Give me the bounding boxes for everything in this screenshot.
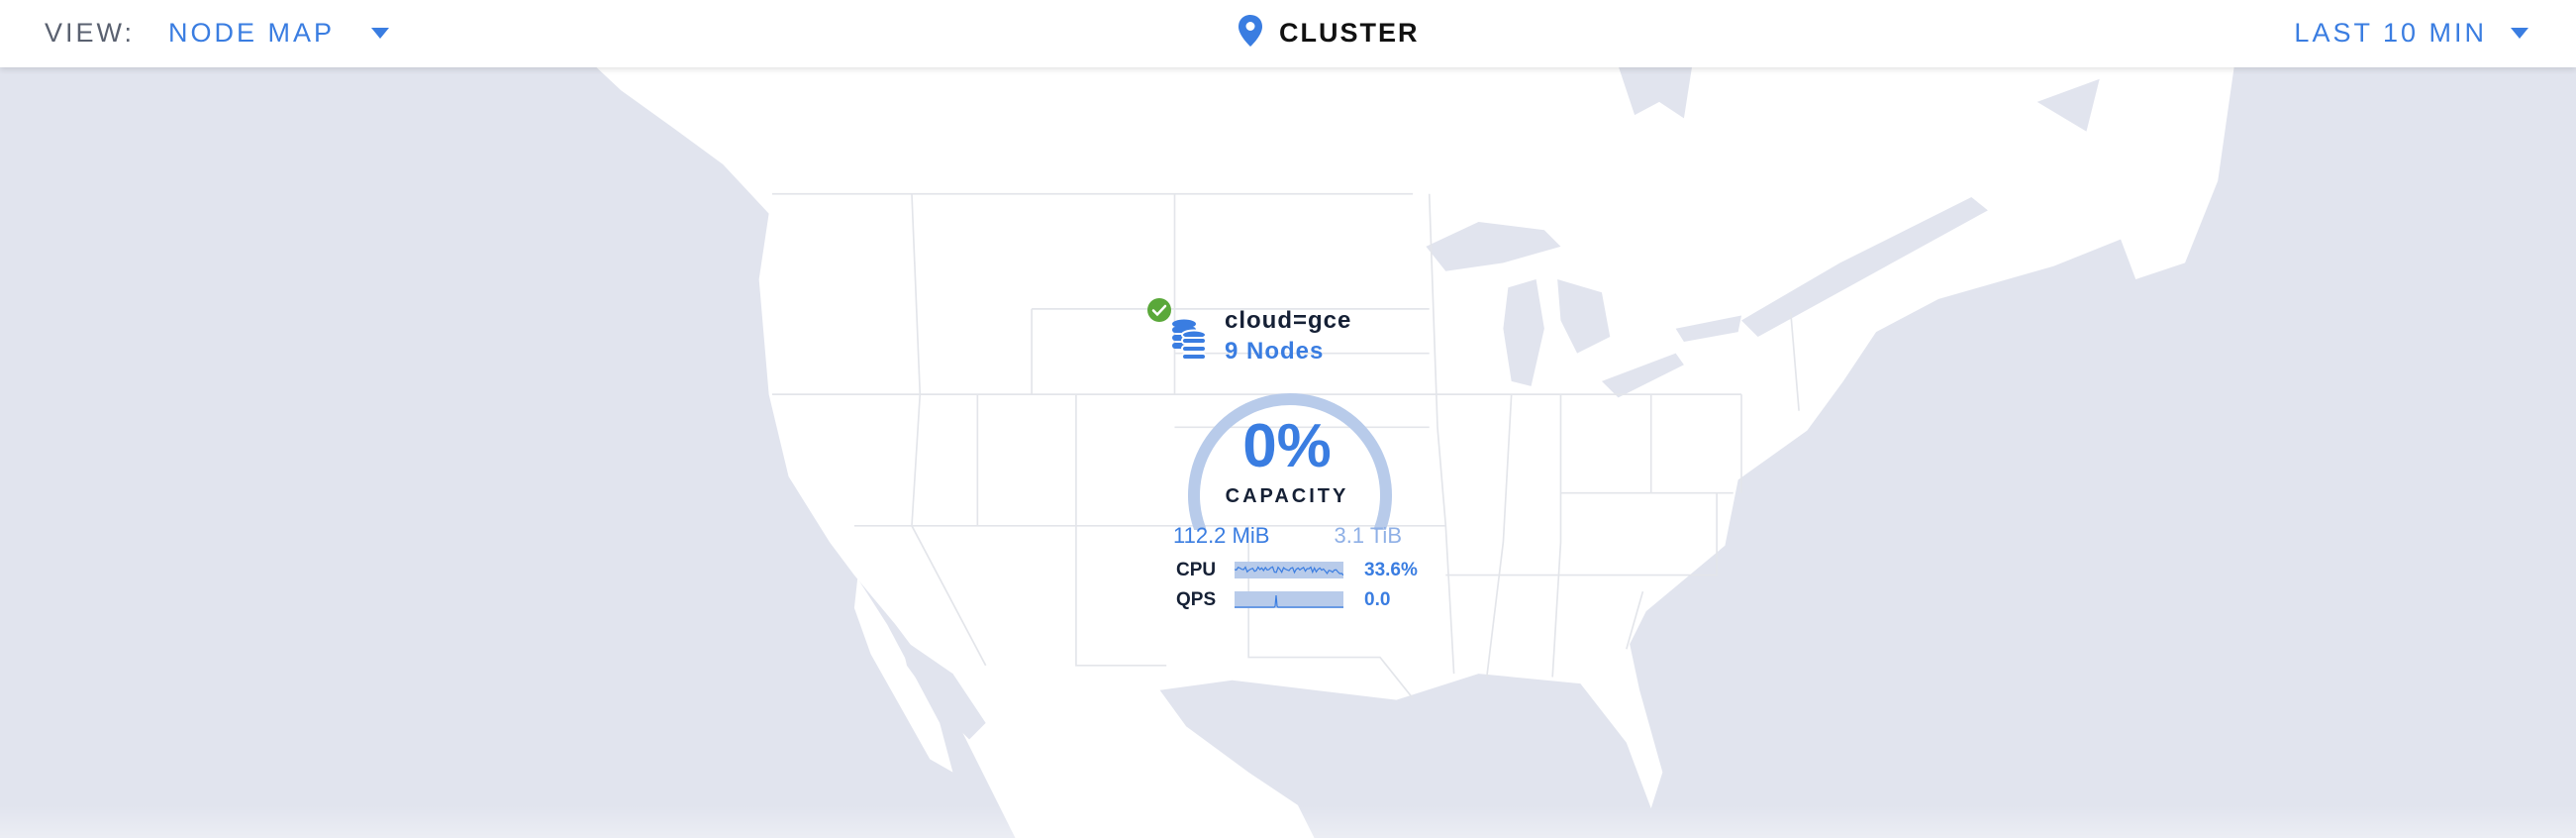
great-lake-michigan bbox=[1503, 279, 1544, 386]
island bbox=[1889, 163, 2070, 231]
view-selector[interactable]: NODE MAP bbox=[168, 18, 336, 48]
view-label: VIEW: bbox=[45, 18, 136, 48]
node-count-link[interactable]: 9 Nodes bbox=[1225, 338, 1325, 365]
capacity-total: 3.1 TiB bbox=[1334, 523, 1402, 548]
metric-label-qps: QPS bbox=[1176, 589, 1217, 610]
great-lake-huron bbox=[1557, 279, 1611, 354]
cpu-sparkline bbox=[1235, 562, 1343, 578]
capacity-percent: 0% bbox=[1242, 412, 1332, 480]
check-circle-icon bbox=[1147, 298, 1171, 322]
gulf-of-california bbox=[900, 637, 986, 740]
database-stack-icon bbox=[1172, 319, 1207, 361]
baja-peninsula bbox=[853, 577, 953, 773]
capacity-label: CAPACITY bbox=[1225, 485, 1349, 507]
locality-name: cloud=gce bbox=[1225, 307, 1352, 334]
bottom-fade bbox=[0, 804, 2576, 838]
map-pin-icon bbox=[1238, 15, 1262, 47]
gauge-track bbox=[1188, 393, 1392, 530]
land bbox=[594, 65, 2234, 838]
capacity-used: 112.2 MiB bbox=[1173, 523, 1270, 548]
qps-sparkline bbox=[1235, 591, 1343, 608]
great-lake-erie bbox=[1601, 353, 1684, 398]
metric-value-qps: 0.0 bbox=[1364, 589, 1391, 610]
metric-value-cpu: 33.6% bbox=[1364, 560, 1418, 580]
water-features bbox=[900, 65, 1988, 740]
time-range-selector[interactable]: LAST 10 MIN bbox=[2294, 18, 2487, 48]
greenland bbox=[2086, 65, 2234, 280]
great-lake-ontario bbox=[1675, 315, 1742, 343]
hudson-bay bbox=[1618, 65, 1693, 119]
st-lawrence bbox=[1741, 197, 1988, 338]
capacity-gauge bbox=[1188, 393, 1392, 530]
great-lake-superior bbox=[1426, 221, 1561, 271]
page-title: CLUSTER bbox=[1279, 18, 1420, 48]
north-america-landmass bbox=[594, 65, 2210, 838]
top-bar: VIEW: NODE MAP CLUSTER LAST 10 MIN bbox=[0, 0, 2576, 67]
metric-label-cpu: CPU bbox=[1176, 560, 1217, 580]
state-borders bbox=[771, 192, 1800, 699]
caret-down-icon[interactable] bbox=[371, 28, 389, 39]
caret-down-icon[interactable] bbox=[2511, 28, 2528, 39]
